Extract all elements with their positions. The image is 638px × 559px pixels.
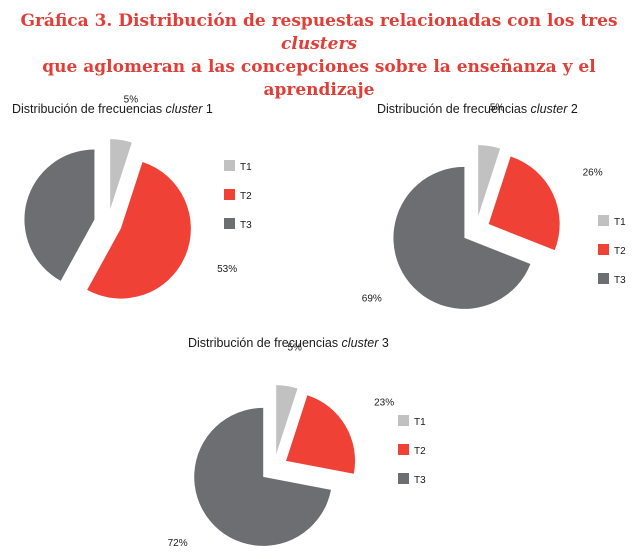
legend-label-t2: T2 (414, 446, 426, 457)
legend-label-t1: T1 (240, 162, 252, 173)
pie-slice-t3 (24, 149, 95, 281)
chart-title-suffix: 1 (202, 102, 212, 116)
pie-slice-t1 (276, 385, 298, 455)
legend-swatch-t3 (398, 473, 409, 484)
legend-label-t3: T3 (414, 475, 426, 486)
pie-slice-t2 (286, 395, 356, 474)
figure-title-prefix: Gráfica 3. Distribución de respuestas re… (20, 11, 618, 31)
pie-chart-3: Distribución de frecuencias cluster 35%2… (168, 336, 427, 549)
chart-title-prefix: Distribución de frecuencias (12, 102, 166, 116)
pct-label-t3: 69% (362, 293, 382, 304)
pct-label-t2: 26% (583, 168, 603, 179)
legend-label-t1: T1 (414, 417, 426, 428)
pie-chart-2: Distribución de frecuencias cluster 25%2… (362, 102, 626, 309)
pct-label-t2: 23% (374, 398, 394, 409)
pie-slice-t3 (194, 407, 331, 546)
legend-swatch-t3 (224, 218, 235, 229)
pie-slice-t3 (393, 166, 531, 309)
chart-title-italic: cluster (531, 102, 569, 116)
legend-swatch-t3 (598, 273, 609, 284)
chart-title-prefix: Distribución de frecuencias (188, 336, 342, 350)
chart-title-suffix: 2 (567, 102, 577, 116)
legend-swatch-t1 (398, 415, 409, 426)
legend-label-t1: T1 (614, 217, 626, 228)
legend-swatch-t1 (224, 160, 235, 171)
pie-chart-1: Distribución de frecuencias cluster 15%5… (12, 94, 252, 299)
pct-label-t2: 53% (217, 264, 237, 275)
pct-label-t1: 5% (124, 94, 139, 105)
chart-title: Distribución de frecuencias cluster 3 (188, 336, 389, 350)
pct-label-t1: 5% (490, 102, 505, 113)
figure-title-line-1: Gráfica 3. Distribución de respuestas re… (0, 10, 638, 56)
chart-title: Distribución de frecuencias cluster 1 (12, 102, 213, 116)
figure-title-italic: clusters (281, 34, 357, 54)
pct-label-t3: 72% (168, 538, 188, 549)
pie-slice-t1 (478, 145, 501, 217)
legend-label-t2: T2 (614, 246, 626, 257)
pie-slice-t2 (87, 161, 191, 299)
figure-title: Gráfica 3. Distribución de respuestas re… (0, 10, 638, 102)
charts-root: Distribución de frecuencias cluster 15%5… (12, 94, 626, 549)
chart-title: Distribución de frecuencias cluster 2 (377, 102, 578, 116)
legend-swatch-t2 (398, 444, 409, 455)
chart-title-italic: cluster (342, 336, 380, 350)
pie-slice-t2 (488, 156, 560, 251)
pct-label-t1: 5% (287, 342, 302, 353)
legend-swatch-t1 (598, 215, 609, 226)
chart-title-italic: cluster (166, 102, 204, 116)
legend-swatch-t2 (224, 189, 235, 200)
figure-title-line-2: que aglomeran a las concepciones sobre l… (42, 57, 596, 100)
chart-title-suffix: 3 (378, 336, 388, 350)
legend-label-t2: T2 (240, 191, 252, 202)
legend-swatch-t2 (598, 244, 609, 255)
chart-title-prefix: Distribución de frecuencias (377, 102, 531, 116)
legend-label-t3: T3 (240, 220, 252, 231)
legend-label-t3: T3 (614, 275, 626, 286)
pie-slice-t1 (110, 139, 132, 210)
